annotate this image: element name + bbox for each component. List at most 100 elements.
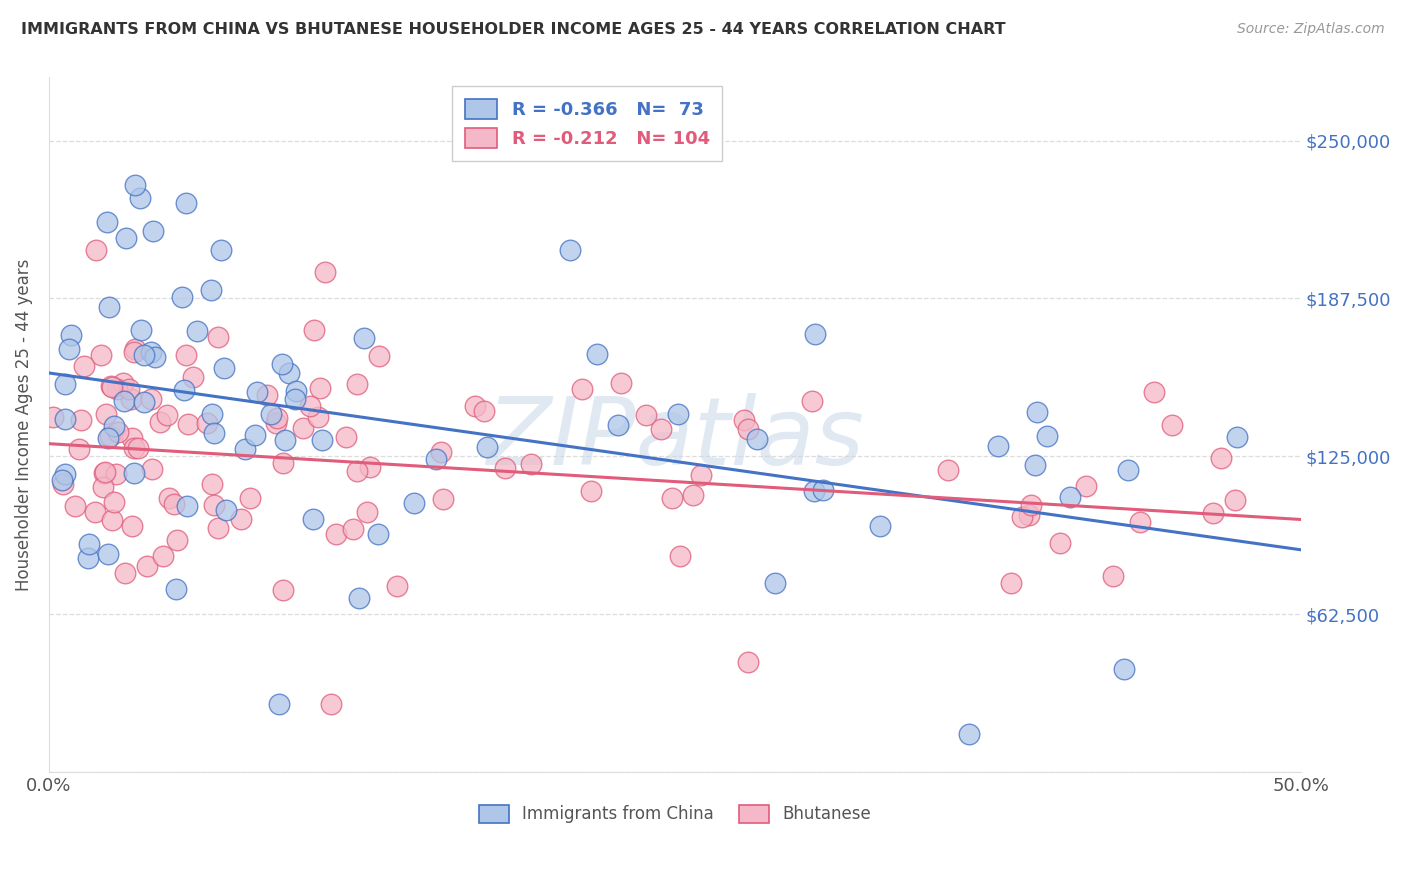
Point — [267, 697, 290, 711]
Point — [104, 467, 127, 482]
Point — [606, 417, 628, 432]
Point — [302, 512, 325, 526]
Point — [235, 442, 257, 456]
Point — [128, 191, 150, 205]
Point — [1116, 463, 1139, 477]
Point — [1211, 451, 1233, 466]
Point — [142, 224, 165, 238]
Point — [346, 464, 368, 478]
Point — [53, 467, 76, 481]
Point — [264, 417, 287, 431]
Point — [67, 442, 90, 457]
Point — [298, 399, 321, 413]
Point — [387, 579, 409, 593]
Point — [367, 527, 389, 541]
Point — [201, 477, 224, 491]
Point — [94, 465, 117, 479]
Point — [72, 359, 94, 373]
Point — [1059, 490, 1081, 504]
Point — [325, 526, 347, 541]
Point — [432, 491, 454, 506]
Point — [1201, 506, 1223, 520]
Point — [207, 521, 229, 535]
Point — [152, 549, 174, 563]
Point — [243, 428, 266, 442]
Point — [145, 350, 167, 364]
Point — [404, 496, 426, 510]
Legend: Immigrants from China, Bhutanese: Immigrants from China, Bhutanese — [468, 795, 882, 833]
Point — [803, 483, 825, 498]
Point — [195, 417, 218, 431]
Point — [475, 440, 498, 454]
Point — [139, 345, 162, 359]
Point — [1161, 417, 1184, 432]
Point — [172, 290, 194, 304]
Point — [97, 547, 120, 561]
Point — [1102, 568, 1125, 582]
Point — [157, 491, 180, 505]
Point — [472, 404, 495, 418]
Point — [52, 477, 75, 491]
Point — [1143, 384, 1166, 399]
Point — [737, 656, 759, 670]
Text: Source: ZipAtlas.com: Source: ZipAtlas.com — [1237, 22, 1385, 37]
Point — [1024, 458, 1046, 472]
Point — [53, 376, 76, 391]
Point — [1019, 499, 1042, 513]
Point — [987, 439, 1010, 453]
Point — [1036, 428, 1059, 442]
Point — [682, 488, 704, 502]
Point — [70, 413, 93, 427]
Text: IMMIGRANTS FROM CHINA VS BHUTANESE HOUSEHOLDER INCOME AGES 25 - 44 YEARS CORRELA: IMMIGRANTS FROM CHINA VS BHUTANESE HOUSE… — [21, 22, 1005, 37]
Point — [136, 558, 159, 573]
Point — [304, 323, 326, 337]
Point — [1018, 508, 1040, 523]
Point — [1026, 405, 1049, 419]
Point — [763, 575, 786, 590]
Point — [1129, 515, 1152, 529]
Point — [176, 417, 198, 431]
Point — [209, 243, 232, 257]
Point — [215, 503, 238, 517]
Point — [122, 345, 145, 359]
Point — [174, 195, 197, 210]
Point — [353, 331, 375, 345]
Point — [212, 361, 235, 376]
Point — [266, 410, 288, 425]
Point — [246, 385, 269, 400]
Point — [610, 376, 633, 390]
Point — [571, 382, 593, 396]
Point — [59, 327, 82, 342]
Point — [118, 382, 141, 396]
Point — [271, 357, 294, 371]
Point — [121, 519, 143, 533]
Point — [134, 395, 156, 409]
Point — [271, 582, 294, 597]
Point — [669, 549, 692, 564]
Point — [89, 348, 111, 362]
Point — [803, 327, 825, 342]
Point — [201, 407, 224, 421]
Point — [239, 491, 262, 505]
Point — [520, 457, 543, 471]
Point — [103, 495, 125, 509]
Point — [120, 392, 142, 406]
Point — [63, 499, 86, 513]
Point — [156, 408, 179, 422]
Point — [173, 384, 195, 398]
Point — [58, 343, 80, 357]
Point — [149, 415, 172, 429]
Point — [174, 348, 197, 362]
Point — [207, 330, 229, 344]
Point — [124, 342, 146, 356]
Y-axis label: Householder Income Ages 25 - 44 years: Householder Income Ages 25 - 44 years — [15, 259, 32, 591]
Point — [122, 441, 145, 455]
Text: ZIPatlas: ZIPatlas — [486, 393, 863, 484]
Point — [202, 425, 225, 440]
Point — [811, 483, 834, 497]
Point — [165, 582, 187, 596]
Point — [100, 428, 122, 442]
Point — [101, 380, 124, 394]
Point — [309, 381, 332, 395]
Point — [124, 178, 146, 193]
